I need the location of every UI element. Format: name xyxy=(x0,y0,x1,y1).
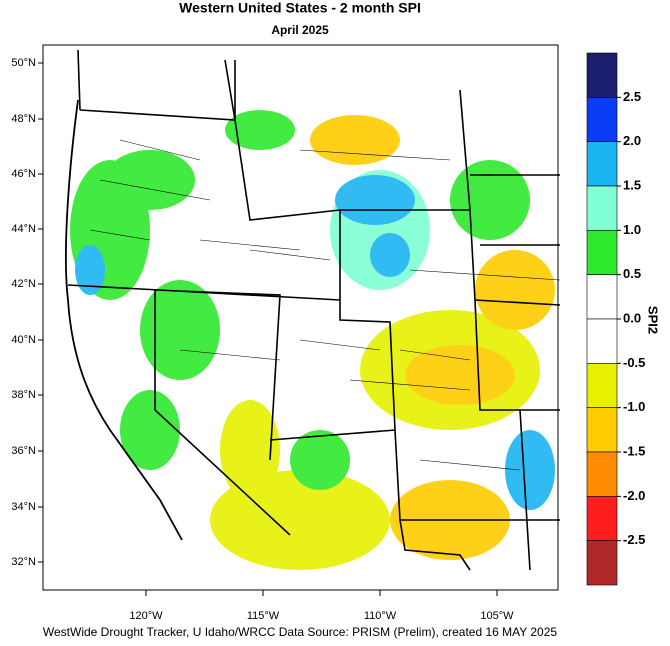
colorbar-label: 2.0 xyxy=(623,133,641,148)
colorbar-swatch xyxy=(586,363,618,408)
colorbar-label: 0.5 xyxy=(623,266,641,281)
lat-label: 36°N xyxy=(11,445,36,457)
colorbar: 2.5 2.0 1.5 1.0 0.5 0.0 -0.5 -1.0 -1.5 -2.0 -2.5 xyxy=(586,52,645,586)
colorbar-label: -0.5 xyxy=(623,355,645,370)
colorbar-swatch xyxy=(586,451,618,497)
lon-label: 105°W xyxy=(480,610,514,622)
colorbar-label: 1.0 xyxy=(623,222,641,237)
colorbar-swatch xyxy=(586,407,618,453)
colorbar-title: SPI2 xyxy=(646,306,661,334)
lat-ticks: 50°N 48°N 46°N 44°N 42°N 40°N 38°N 36°N … xyxy=(11,57,43,568)
colorbar-label: -1.0 xyxy=(623,399,645,414)
lat-label: 38°N xyxy=(11,389,36,401)
colorbar-swatch xyxy=(586,274,618,320)
colorbar-label: 0.0 xyxy=(623,310,641,325)
colorbar-swatch xyxy=(586,141,618,187)
title: Western United States - 2 month SPI xyxy=(179,0,421,16)
colorbar-swatch xyxy=(586,185,618,231)
subtitle: April 2025 xyxy=(271,23,329,37)
lat-label: 48°N xyxy=(11,113,36,125)
colorbar-swatch xyxy=(586,496,618,541)
colorbar-swatch xyxy=(586,230,618,275)
colorbar-label: 2.5 xyxy=(623,89,641,104)
lon-label: 120°W xyxy=(129,610,163,622)
footer-credit: WestWide Drought Tracker, U Idaho/WRCC D… xyxy=(43,625,558,639)
lat-label: 46°N xyxy=(11,168,36,180)
lat-label: 40°N xyxy=(11,334,36,346)
lat-label: 34°N xyxy=(11,501,36,513)
lat-label: 50°N xyxy=(11,57,36,69)
lon-label: 115°W xyxy=(247,610,280,622)
colorbar-swatch xyxy=(586,52,618,98)
colorbar-label: -2.0 xyxy=(623,488,645,503)
lat-label: 42°N xyxy=(11,278,36,290)
lat-label: 44°N xyxy=(11,223,36,235)
colorbar-label: -1.5 xyxy=(623,443,645,458)
lon-ticks: 120°W 115°W 110°W 105°W xyxy=(129,590,514,622)
colorbar-label: -2.5 xyxy=(623,532,645,547)
lon-label: 110°W xyxy=(364,610,397,622)
colorbar-swatch xyxy=(586,97,618,142)
colorbar-swatch xyxy=(586,540,618,586)
colorbar-swatch xyxy=(586,318,618,364)
map xyxy=(42,44,561,591)
colorbar-label: 1.5 xyxy=(623,177,641,192)
lat-label: 32°N xyxy=(11,556,36,568)
